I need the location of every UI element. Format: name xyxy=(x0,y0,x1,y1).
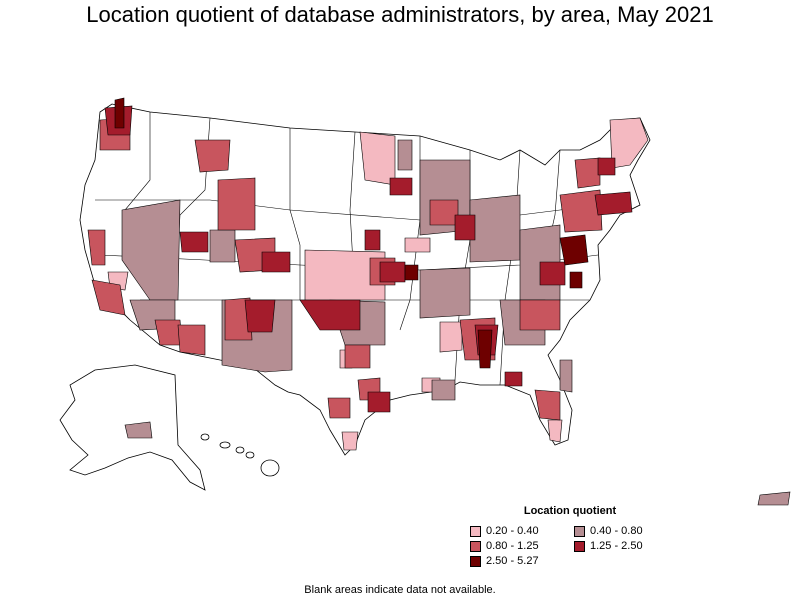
legend-label: 0.40 - 0.80 xyxy=(590,525,643,537)
legend-item-mid: 0.80 - 1.25 xyxy=(470,540,574,552)
map-title: Location quotient of database administra… xyxy=(86,2,714,27)
legend-swatch xyxy=(574,525,585,537)
legend-item-mid-low: 0.40 - 0.80 xyxy=(574,525,678,537)
legend-item-low: 0.20 - 0.40 xyxy=(470,525,574,537)
legend-item-very-high: 2.50 - 5.27 xyxy=(470,555,574,567)
area-fills xyxy=(87,97,791,506)
legend-label: 0.80 - 1.25 xyxy=(486,540,539,552)
legend-label: 0.20 - 0.40 xyxy=(486,525,539,537)
legend-label: 1.25 - 2.50 xyxy=(590,540,643,552)
hawaii-islands xyxy=(200,433,280,477)
map-legend: Location quotient 0.20 - 0.40 0.40 - 0.8… xyxy=(470,505,710,567)
legend-swatch xyxy=(470,525,481,537)
legend-label: 2.50 - 5.27 xyxy=(486,555,539,567)
legend-swatch xyxy=(470,555,481,567)
legend-title: Location quotient xyxy=(523,505,617,517)
data-note: Blank areas indicate data not available. xyxy=(304,584,496,596)
legend-swatch xyxy=(574,540,585,552)
legend-swatch xyxy=(470,540,481,552)
legend-item-high: 1.25 - 2.50 xyxy=(574,540,678,552)
